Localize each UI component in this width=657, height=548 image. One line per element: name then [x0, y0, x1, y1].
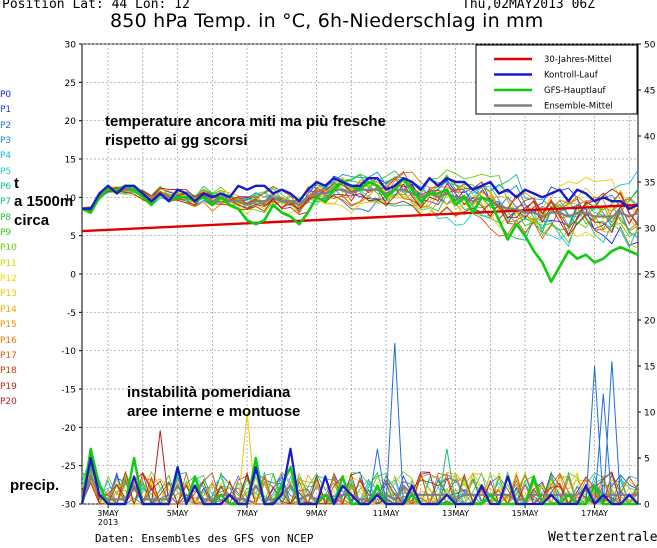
member-label: P15 [0, 320, 17, 331]
ensemble-member-legend: P0 P1 P2 P3 P4 P5 P6 P7 P8 P9 P10 P11 P12 P13 P14 P15 P1… [0, 88, 17, 410]
y2-tick-label: 10 [644, 409, 656, 419]
y-tick-label: 20 [65, 117, 77, 127]
member-label: P4 [0, 151, 12, 162]
precip-peak [151, 430, 170, 505]
position-label: Position Lat: 44 Lon: 12 [2, 0, 190, 12]
member-label: P14 [0, 304, 17, 315]
y2-tick-label: 45 [644, 87, 655, 97]
x-tick-year: 2013 [98, 518, 118, 527]
precip-peak [585, 365, 604, 505]
y-tick-label: 5 [70, 232, 76, 242]
legend-label: 30-Jahres-Mittel [544, 55, 611, 65]
main-run-line [81, 176, 639, 284]
y2-tick-label: 15 [644, 363, 655, 373]
member-label: P17 [0, 350, 17, 361]
member-label: P18 [0, 366, 17, 377]
y-tick-label: 30 [65, 41, 77, 51]
axes: 302520151050-5-10-15-20-25-3050454035302… [61, 41, 655, 528]
y-tick-label: 10 [65, 194, 77, 204]
member-label: P6 [0, 182, 12, 193]
y-tick-label: -15 [61, 386, 76, 396]
precip-annotation-2: aree interne e montuose [127, 403, 301, 420]
temp-annotation-1: temperature ancora miti ma più fresche [105, 113, 386, 130]
y2-tick-label: 35 [644, 179, 655, 189]
y2-tick-label: 30 [644, 225, 656, 235]
x-tick-label: 11MAY [373, 509, 400, 518]
brand-label: Wetterzentrale [548, 530, 657, 545]
y2-tick-label: 40 [644, 133, 656, 143]
member-label: P7 [0, 197, 12, 208]
member-label: P3 [0, 136, 12, 147]
member-label: P13 [0, 289, 17, 300]
member-label: P10 [0, 243, 17, 254]
x-tick-label: 3MAY [97, 509, 119, 518]
x-tick-label: 13MAY [442, 509, 469, 518]
legend-label: Kontroll-Lauf [544, 71, 599, 81]
climatology-line [81, 203, 639, 233]
member-label: P20 [0, 396, 17, 407]
temp-series [81, 169, 639, 284]
circa-label: circa [14, 212, 50, 229]
y2-tick-label: 0 [644, 501, 650, 511]
member-temp-line [81, 182, 639, 237]
x-tick-label: 17MAY [581, 509, 608, 518]
y-tick-label: -10 [61, 347, 76, 357]
grid [81, 43, 639, 505]
y-tick-label: -30 [61, 501, 76, 511]
x-tick-label: 9MAY [306, 509, 328, 518]
legend-label: GFS-Hauptlauf [544, 86, 606, 96]
series-legend-box [475, 44, 638, 115]
member-label: P9 [0, 228, 12, 239]
x-tick-label: 7MAY [236, 509, 258, 518]
y-tick-label: -5 [67, 309, 76, 319]
y-tick-label: 25 [65, 79, 76, 89]
y2-tick-label: 25 [644, 271, 655, 281]
member-label: P11 [0, 258, 17, 269]
x-tick-label: 5MAY [167, 509, 189, 518]
t-label: t [14, 175, 19, 192]
precip-peak [385, 342, 404, 505]
x-tick-label: 15MAY [512, 509, 539, 518]
y2-tick-label: 5 [644, 455, 650, 465]
y2-tick-label: 50 [644, 41, 656, 51]
precip-peak [368, 448, 387, 505]
y-tick-label: 0 [70, 271, 76, 281]
precip-control-line [80, 447, 639, 506]
member-label: P12 [0, 274, 17, 285]
series-legend: 30-Jahres-Mittel Kontroll-Lauf GFS-Hauptla… [475, 44, 638, 115]
precip-peak [437, 448, 457, 505]
member-label: P0 [0, 90, 12, 100]
y-tick-label: -20 [61, 424, 76, 434]
member-label: P16 [0, 335, 17, 346]
precip-series [80, 342, 639, 506]
temp-annotation-2: rispetto ai gg scorsi [105, 132, 248, 149]
member-precip-line [81, 457, 638, 506]
chart-title: 850 hPa Temp. in °C, 6h-Niederschlag in … [110, 10, 544, 32]
precip-mean-line [80, 475, 638, 505]
member-label: P5 [0, 166, 12, 177]
run-datetime: Thu,02MAY2013 06Z [462, 0, 596, 12]
data-source: Daten: Ensembles des GFS von NCEP [95, 532, 314, 545]
legend-label: Ensemble-Mittel [544, 102, 613, 112]
member-label: P2 [0, 120, 12, 131]
member-label: P8 [0, 212, 12, 223]
altitude-label: a 1500m [14, 193, 74, 210]
y2-tick-label: 20 [644, 317, 656, 327]
precip-peak [602, 361, 622, 505]
precip-peak [594, 393, 613, 505]
precip-label: precip. [10, 477, 60, 494]
member-label: P1 [0, 105, 12, 116]
y-tick-label: 15 [65, 156, 76, 166]
y-tick-label: -25 [61, 462, 76, 472]
member-label: P19 [0, 381, 17, 392]
control-run-line [82, 176, 639, 211]
precip-annotation-1: instabilità pomeridiana [127, 384, 291, 401]
